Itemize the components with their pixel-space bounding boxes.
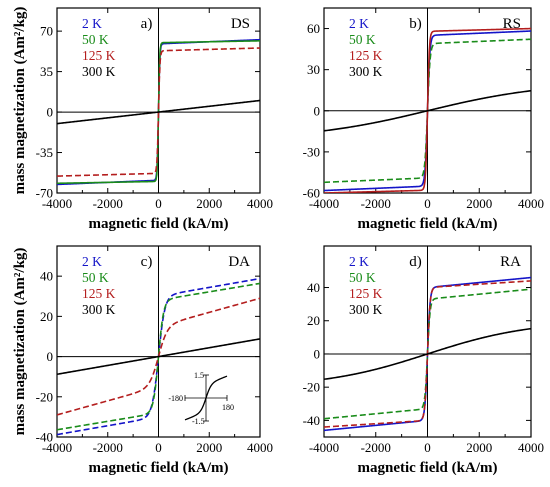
sample-tag: RS	[503, 16, 521, 32]
x-tick-label: 4000	[518, 440, 544, 455]
inset-x-tick-label: 180	[222, 403, 234, 412]
y-tick-label: 0	[314, 103, 321, 118]
y-tick-label: 20	[40, 309, 53, 324]
y-tick-label: -40	[36, 430, 53, 445]
curves	[324, 27, 531, 193]
legend-entry: 300 K	[349, 64, 383, 79]
x-tick-label: 0	[424, 440, 431, 455]
y-tick-label: 30	[307, 62, 320, 77]
legend-entry: 50 K	[349, 270, 376, 285]
y-tick-label: -20	[303, 380, 320, 395]
inset-y-tick-label: -1.5	[192, 417, 205, 426]
legend-entry: 125 K	[349, 48, 383, 63]
x-tick-label: 4000	[247, 440, 273, 455]
inset-x-tick-label: -180	[168, 394, 183, 403]
x-tick-label: -4000	[42, 440, 72, 455]
x-tick-label: 2000	[466, 196, 492, 211]
panel-letter: a)	[141, 16, 153, 32]
x-tick-label: -2000	[361, 196, 391, 211]
y-tick-label: -60	[303, 186, 320, 201]
legend-entry: 2 K	[82, 16, 102, 31]
legend-entry: 300 K	[82, 64, 116, 79]
legend-entry: 50 K	[82, 32, 109, 47]
legend-entry: 50 K	[349, 32, 376, 47]
curves	[57, 38, 260, 186]
x-axis-label: magnetic field (kA/m)	[89, 460, 229, 476]
x-tick-label: -2000	[93, 440, 123, 455]
y-tick-label: -20	[36, 389, 53, 404]
x-axis-label: magnetic field (kA/m)	[358, 460, 498, 476]
x-tick-label: -4000	[309, 440, 339, 455]
legend-entry: 2 K	[349, 16, 369, 31]
y-axis-label: mass magnetization (Am²/kg)	[12, 248, 28, 436]
sample-tag: DS	[231, 16, 250, 32]
legend-entry: 125 K	[82, 286, 116, 301]
sample-tag: DA	[228, 254, 250, 270]
sample-tag: RA	[500, 254, 521, 270]
inset-y-tick-label: 1.5	[194, 371, 204, 380]
panel-letter: c)	[141, 254, 153, 270]
x-tick-label: 0	[155, 196, 162, 211]
curves	[324, 276, 531, 432]
y-tick-label: 0	[314, 346, 321, 361]
y-tick-label: 60	[307, 21, 320, 36]
x-tick-label: 0	[155, 440, 162, 455]
x-tick-label: 2000	[196, 196, 222, 211]
y-tick-label: 0	[47, 105, 54, 120]
legend-entry: 2 K	[82, 254, 102, 269]
legend-entry: 300 K	[82, 302, 116, 317]
series-curve-300k	[324, 327, 531, 381]
x-tick-label: 0	[424, 196, 431, 211]
inset-curve	[184, 375, 228, 421]
panel-rs: -4000 -2000 0 2000 4000 -60 -30 0 30 60 magnetic f…	[303, 7, 544, 232]
legend-entry: 300 K	[349, 302, 383, 317]
x-tick-label: -4000	[309, 196, 339, 211]
y-tick-label: 70	[40, 24, 53, 39]
x-tick-label: 2000	[466, 440, 492, 455]
series-curve-300k	[324, 89, 531, 132]
series-curve-300k	[57, 99, 260, 125]
series-curve-300k	[57, 338, 260, 376]
x-tick-label: 4000	[518, 196, 544, 211]
panel-da: -4000 -2000 0 2000 4000 -40 -20 0 20 40 magnetic f…	[12, 245, 273, 476]
y-tick-label: -70	[36, 186, 53, 201]
legend-entry: 125 K	[349, 286, 383, 301]
y-tick-label: -35	[36, 145, 53, 160]
x-axis-label: magnetic field (kA/m)	[89, 216, 229, 232]
x-axis-label: magnetic field (kA/m)	[358, 216, 498, 232]
panel-ds: -4000 -2000 0 2000 4000 -70 -35 0 35 70 magnetic f…	[12, 7, 273, 232]
x-tick-label: -2000	[93, 196, 123, 211]
y-axis-label: mass magnetization (Am²/kg)	[12, 7, 28, 195]
x-tick-label: 2000	[196, 440, 222, 455]
y-tick-label: 0	[47, 349, 54, 364]
y-tick-label: -30	[303, 144, 320, 159]
y-tick-label: 40	[307, 280, 320, 295]
x-tick-label: 4000	[247, 196, 273, 211]
x-tick-label: -2000	[361, 440, 391, 455]
curves	[57, 277, 260, 436]
legend-entry: 2 K	[349, 254, 369, 269]
x-tick-label: -4000	[42, 196, 72, 211]
series-curve-125k	[57, 47, 260, 177]
y-tick-label: 35	[40, 64, 53, 79]
y-tick-label: 40	[40, 269, 53, 284]
panel-letter: d)	[409, 254, 422, 270]
inset-plot: -180 180 1.5 -1.5	[168, 371, 234, 426]
panel-letter: b)	[409, 16, 422, 32]
y-tick-label: 20	[307, 313, 320, 328]
y-tick-label: -40	[303, 413, 320, 428]
legend-entry: 125 K	[82, 48, 116, 63]
panel-ra: -4000 -2000 0 2000 4000 -40 -20 0 20 40 magnetic f…	[303, 245, 544, 476]
legend-entry: 50 K	[82, 270, 109, 285]
